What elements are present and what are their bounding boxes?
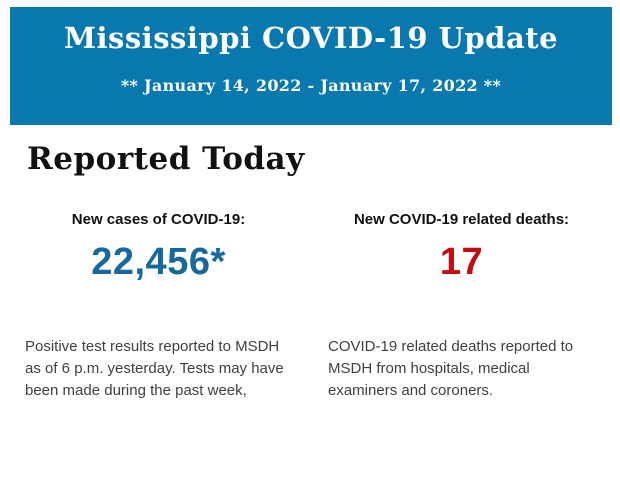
date-range-subtitle: ** January 14, 2022 - January 17, 2022 *… <box>120 76 502 95</box>
report-body: Reported Today New cases of COVID-19: 22… <box>0 141 620 402</box>
new-deaths-column: New COVID-19 related deaths: 17 COVID-19… <box>310 211 595 402</box>
new-deaths-description: COVID-19 related deaths reported to MSDH… <box>328 338 574 399</box>
covid-update-newsletter: Mississippi COVID-19 Update ** January 1… <box>0 7 620 490</box>
stats-columns: New cases of COVID-19: 22,456* Positive … <box>25 211 595 402</box>
section-heading: Reported Today <box>27 141 305 177</box>
new-deaths-label: New COVID-19 related deaths: <box>353 211 570 228</box>
new-deaths-value: 17 <box>439 241 484 283</box>
new-cases-value: 22,456* <box>91 241 226 283</box>
new-cases-description: Positive test results reported to MSDH a… <box>25 338 284 399</box>
page-title: Mississippi COVID-19 Update <box>63 21 559 55</box>
header-banner: Mississippi COVID-19 Update ** January 1… <box>10 7 612 125</box>
new-cases-column: New cases of COVID-19: 22,456* Positive … <box>25 211 310 402</box>
new-cases-label: New cases of COVID-19: <box>71 211 246 228</box>
